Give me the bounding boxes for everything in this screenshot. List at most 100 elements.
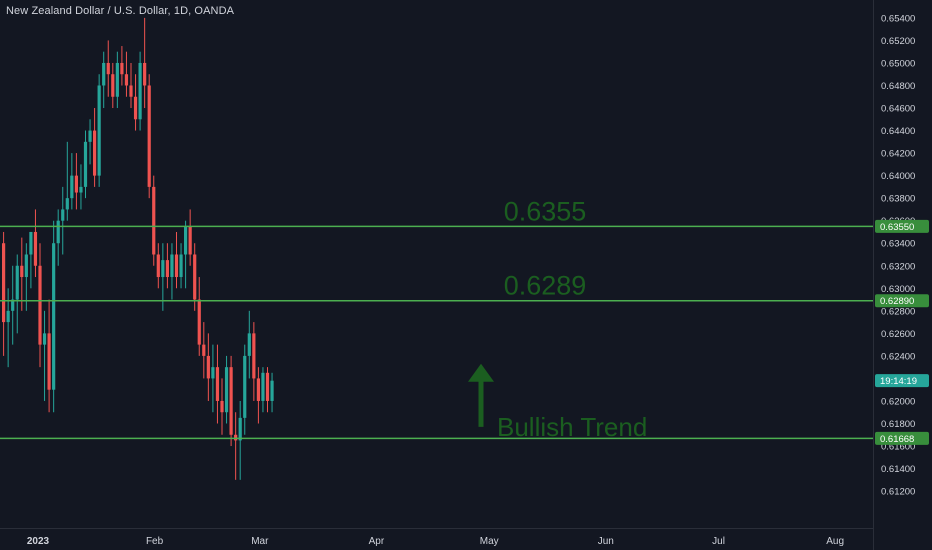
- y-tick-label: 0.63800: [881, 194, 915, 205]
- bullish-candle[interactable]: [161, 260, 165, 278]
- y-tick-label: 0.63200: [881, 261, 915, 272]
- bearish-candle[interactable]: [143, 62, 147, 86]
- bearish-candle[interactable]: [47, 333, 51, 390]
- y-tick-label: 0.62600: [881, 329, 915, 340]
- bullish-candle[interactable]: [170, 254, 174, 278]
- bearish-candle[interactable]: [20, 265, 24, 278]
- y-tick-label: 0.65200: [881, 36, 915, 47]
- bullish-candle[interactable]: [261, 372, 265, 401]
- bearish-candle[interactable]: [193, 254, 197, 300]
- bearish-candle[interactable]: [229, 367, 233, 435]
- bearish-candle[interactable]: [265, 372, 270, 401]
- bearish-candle[interactable]: [74, 175, 78, 193]
- bullish-candle[interactable]: [52, 243, 56, 390]
- bearish-candle[interactable]: [188, 226, 192, 255]
- bullish-candle[interactable]: [88, 130, 92, 142]
- bullish-candle[interactable]: [224, 367, 229, 413]
- bearish-candle[interactable]: [252, 333, 256, 379]
- bearish-candle[interactable]: [202, 344, 206, 356]
- x-tick-label: Feb: [146, 536, 164, 547]
- bearish-candle[interactable]: [38, 265, 42, 345]
- level-annotation: 0.6289: [504, 271, 587, 301]
- bearish-candle[interactable]: [33, 231, 38, 266]
- bearish-candle[interactable]: [165, 260, 169, 278]
- level-price-badge: [875, 219, 929, 233]
- bearish-candle[interactable]: [197, 299, 201, 345]
- bearish-candle[interactable]: [106, 62, 110, 75]
- x-tick-label: 2023: [27, 536, 50, 547]
- y-tick-label: 0.65000: [881, 58, 915, 69]
- level-annotation: 0.6355: [504, 196, 587, 226]
- x-tick-label: Mar: [251, 536, 269, 547]
- y-tick-label: 0.61800: [881, 419, 915, 430]
- bullish-candle[interactable]: [83, 141, 88, 187]
- bullish-candle[interactable]: [211, 367, 215, 379]
- bearish-candle[interactable]: [124, 74, 129, 86]
- y-tick-label: 0.63400: [881, 239, 915, 250]
- bullish-candle[interactable]: [102, 62, 106, 86]
- y-tick-label: 0.61600: [881, 442, 915, 453]
- y-tick-label: 0.61200: [881, 487, 915, 498]
- y-tick-label: 0.64200: [881, 149, 915, 160]
- bullish-candle[interactable]: [97, 85, 101, 176]
- bullish-candle[interactable]: [247, 333, 251, 356]
- y-tick-label: 0.64800: [881, 81, 915, 92]
- up-arrow-icon[interactable]: [468, 363, 494, 427]
- bearish-candle[interactable]: [2, 243, 6, 323]
- x-tick-label: May: [480, 536, 499, 547]
- bullish-candle[interactable]: [179, 254, 183, 278]
- current-price-badge: [875, 374, 929, 388]
- bullish-candle[interactable]: [61, 209, 65, 221]
- bearish-candle[interactable]: [147, 85, 151, 187]
- bearish-candle[interactable]: [156, 254, 160, 278]
- bearish-candle[interactable]: [129, 85, 133, 97]
- bullish-candle[interactable]: [6, 310, 10, 323]
- level-price-badge: [875, 431, 929, 445]
- bearish-candle[interactable]: [120, 62, 124, 75]
- bullish-candle[interactable]: [270, 380, 274, 401]
- bullish-candle[interactable]: [243, 355, 247, 418]
- price-axis[interactable]: [873, 0, 932, 550]
- level-price-label: 0.63550: [880, 222, 914, 233]
- bullish-candle[interactable]: [15, 265, 19, 300]
- bearish-candle[interactable]: [93, 130, 97, 176]
- bearish-candle[interactable]: [206, 355, 210, 379]
- bullish-candle[interactable]: [115, 62, 119, 97]
- level-price-label: 0.61668: [880, 434, 914, 445]
- bullish-candle[interactable]: [70, 175, 74, 199]
- y-tick-label: 0.65400: [881, 13, 915, 24]
- x-tick-label: Jun: [598, 536, 614, 547]
- bullish-candle[interactable]: [184, 226, 188, 255]
- trend-annotation: Bullish Trend: [497, 412, 647, 442]
- bullish-candle[interactable]: [42, 333, 47, 345]
- chart-title: New Zealand Dollar / U.S. Dollar, 1D, OA…: [6, 5, 235, 17]
- bearish-candle[interactable]: [174, 254, 179, 278]
- y-tick-label: 0.61400: [881, 464, 915, 475]
- bullish-candle[interactable]: [138, 62, 142, 120]
- countdown-label: 19:14:19: [880, 376, 917, 387]
- bearish-candle[interactable]: [152, 186, 156, 255]
- level-price-label: 0.62890: [880, 296, 914, 307]
- bearish-candle[interactable]: [256, 378, 260, 401]
- x-tick-label: Apr: [369, 536, 385, 547]
- y-tick-label: 0.64600: [881, 104, 915, 115]
- bearish-candle[interactable]: [133, 96, 138, 120]
- bullish-candle[interactable]: [56, 220, 60, 244]
- bullish-candle[interactable]: [11, 299, 15, 311]
- bearish-candle[interactable]: [215, 367, 220, 401]
- bullish-candle[interactable]: [79, 186, 83, 193]
- y-tick-label: 0.62800: [881, 306, 915, 317]
- y-tick-label: 0.63000: [881, 284, 915, 295]
- bearish-candle[interactable]: [111, 74, 115, 97]
- y-tick-label: 0.62400: [881, 351, 915, 362]
- bullish-candle[interactable]: [24, 254, 28, 278]
- bullish-candle[interactable]: [65, 198, 69, 210]
- y-tick-label: 0.64400: [881, 126, 915, 137]
- bearish-candle[interactable]: [220, 400, 224, 413]
- y-tick-label: 0.62000: [881, 396, 915, 407]
- bullish-candle[interactable]: [238, 417, 242, 441]
- level-price-badge: [875, 294, 929, 308]
- bullish-candle[interactable]: [29, 231, 33, 255]
- bearish-candle[interactable]: [234, 434, 238, 441]
